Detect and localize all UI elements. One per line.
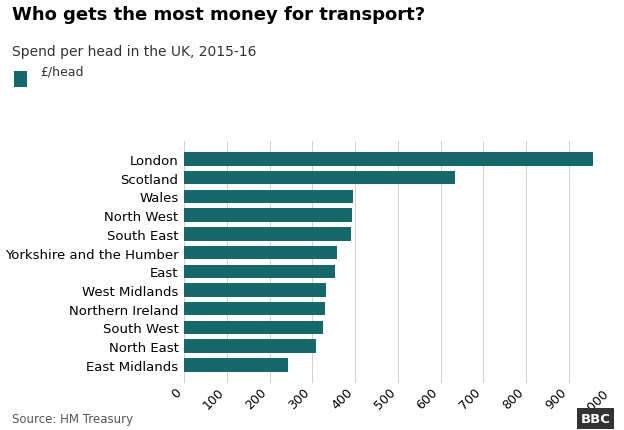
Bar [184,340,316,353]
Bar [184,246,337,260]
Text: Source: HM Treasury: Source: HM Treasury [12,412,134,425]
Bar [184,209,352,222]
Bar [184,172,455,185]
Bar [184,265,335,278]
Bar [184,284,326,297]
Bar [184,358,288,372]
Text: Spend per head in the UK, 2015-16: Spend per head in the UK, 2015-16 [12,45,257,59]
Bar [184,190,353,204]
Text: Who gets the most money for transport?: Who gets the most money for transport? [12,6,426,25]
Bar [184,321,323,335]
Text: BBC: BBC [580,412,610,425]
Bar [184,227,351,241]
Bar [184,302,325,316]
Text: £/head: £/head [41,66,84,79]
Bar [184,153,593,166]
